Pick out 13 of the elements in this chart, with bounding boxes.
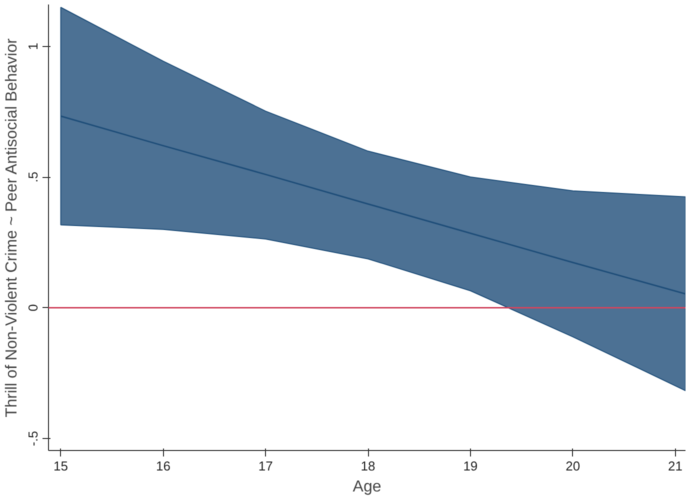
- y-tick-label: -.5: [26, 430, 40, 446]
- x-tick-label: 17: [258, 458, 273, 474]
- x-tick-label: 19: [463, 458, 478, 474]
- x-axis-title: Age: [352, 478, 382, 496]
- x-tick-label: 21: [668, 458, 682, 474]
- x-tick-label: 16: [156, 458, 170, 474]
- x-tick-label: 18: [360, 458, 376, 474]
- y-tick-label: 1: [26, 42, 40, 50]
- x-tick-label: 15: [54, 458, 68, 474]
- y-tick-label: 0: [26, 304, 40, 312]
- y-axis-title: Thrill of Non-Violent Crime ~ Peer Antisocial Behavior: [4, 38, 20, 418]
- y-tick-label: .5: [26, 172, 40, 182]
- x-tick-label: 20: [566, 458, 580, 474]
